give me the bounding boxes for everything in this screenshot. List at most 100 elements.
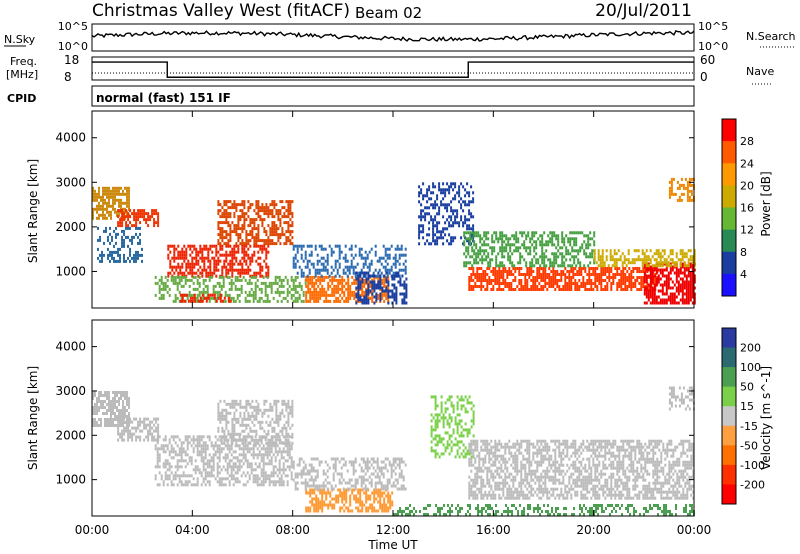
data-cell: [283, 426, 286, 430]
data-cell: [264, 287, 267, 291]
data-cell: [485, 237, 488, 241]
data-cell: [365, 298, 368, 302]
data-cell: [604, 285, 607, 288]
data-cell: [127, 432, 130, 436]
data-cell: [598, 279, 601, 282]
data-cell: [223, 236, 226, 240]
data-cell: [229, 435, 232, 439]
data-cell: [486, 273, 489, 276]
data-cell: [247, 247, 250, 251]
data-cell: [106, 216, 108, 220]
data-cell: [133, 426, 136, 430]
data-cell: [541, 261, 544, 265]
data-cell: [681, 280, 684, 284]
data-cell: [207, 247, 210, 251]
data-cell: [235, 206, 238, 210]
data-cell: [284, 474, 287, 478]
data-cell: [655, 264, 658, 268]
data-cell: [274, 438, 277, 442]
data-cell: [618, 282, 621, 285]
data-cell: [98, 418, 100, 421]
data-cell: [535, 240, 538, 244]
data-cell: [524, 279, 527, 282]
data-cell: [123, 432, 126, 436]
data-cell: [392, 271, 395, 275]
data-cell: [283, 221, 286, 225]
data-cell: [174, 281, 177, 285]
data-cell: [208, 480, 211, 484]
data-cell: [192, 447, 195, 451]
data-cell: [164, 462, 167, 466]
data-cell: [233, 253, 236, 257]
data-cell: [643, 274, 646, 278]
data-cell: [114, 415, 116, 418]
data-cell: [602, 279, 605, 282]
data-cell: [553, 264, 556, 268]
data-cell: [190, 444, 193, 448]
data-cell: [468, 285, 471, 288]
data-cell: [569, 237, 572, 241]
data-cell: [290, 447, 293, 451]
data-cell: [387, 287, 390, 291]
data-cell: [275, 230, 278, 234]
data-cell: [153, 417, 156, 421]
data-cell: [535, 231, 538, 235]
data-cell: [162, 293, 165, 297]
data-cell: [388, 256, 391, 260]
data-cell: [292, 256, 295, 260]
data-cell: [172, 447, 175, 451]
data-cell: [436, 197, 439, 201]
data-cell: [479, 249, 482, 253]
data-cell: [147, 417, 150, 421]
data-cell: [131, 420, 134, 424]
data-cell: [526, 270, 529, 273]
data-cell: [572, 267, 575, 270]
data-cell: [239, 399, 242, 403]
data-cell: [287, 212, 290, 216]
data-cell: [583, 264, 586, 268]
data-cell: [277, 420, 280, 424]
data-cell: [385, 280, 388, 284]
data-cell: [442, 242, 445, 246]
data-cell: [529, 246, 532, 250]
data-cell: [691, 268, 694, 272]
data-cell: [300, 271, 303, 275]
data-cell: [404, 253, 407, 257]
data-cell: [337, 488, 340, 492]
data-cell: [222, 465, 225, 469]
data-cell: [665, 301, 668, 305]
data-cell: [135, 250, 137, 254]
data-cell: [315, 500, 318, 504]
data-cell: [125, 426, 128, 430]
data-cell: [243, 435, 246, 439]
data-cell: [244, 290, 247, 294]
data-cell: [181, 250, 184, 254]
data-cell: [133, 417, 136, 421]
data-cell: [243, 417, 246, 421]
data-cell: [232, 435, 235, 439]
data-cell: [393, 274, 396, 278]
data-cell: [172, 477, 175, 481]
data-cell: [212, 453, 215, 457]
data-cell: [162, 438, 165, 442]
data-cell: [278, 441, 281, 445]
data-cell: [145, 426, 148, 430]
data-cell: [219, 293, 222, 297]
data-cell: [244, 299, 247, 303]
data-cell: [520, 267, 523, 270]
data-cell: [601, 249, 604, 253]
data-cell: [566, 276, 569, 279]
data-cell: [492, 270, 495, 273]
data-cell: [385, 286, 388, 290]
data-cell: [365, 277, 368, 281]
data-cell: [239, 423, 242, 427]
data-cell: [263, 411, 266, 415]
data-cell: [401, 301, 404, 305]
data-cell: [214, 290, 217, 294]
data-cell: [245, 242, 248, 246]
data-cell: [271, 203, 274, 207]
data-cell: [400, 253, 403, 257]
y-tick-label: 4000: [55, 131, 86, 145]
data-cell: [383, 281, 386, 285]
data-cell: [116, 415, 118, 418]
